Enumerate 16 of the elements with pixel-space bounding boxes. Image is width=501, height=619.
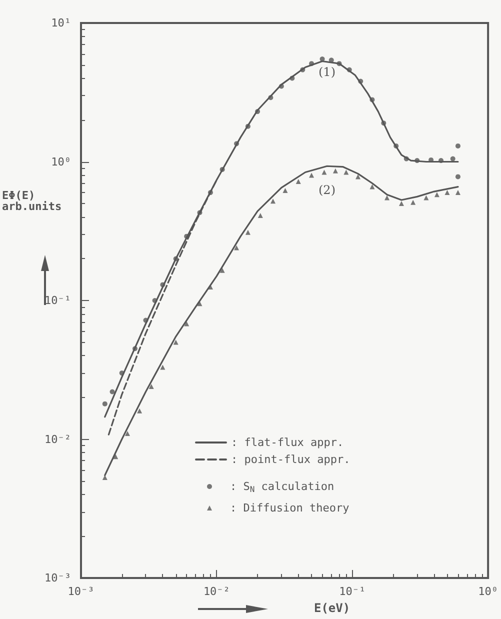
y-tick-label: 10¹ [51, 16, 71, 30]
y-tick-label: 10⁻³ [44, 572, 71, 584]
legend-label: : flat-flux appr. [231, 436, 344, 449]
annotation: (1) [318, 65, 336, 79]
x-tick-label: 10⁻² [203, 585, 230, 598]
x-axis-title: E(eV) [314, 601, 350, 615]
x-tick-label: 10⁻¹ [339, 585, 366, 598]
y-tick-label: 10⁻¹ [44, 294, 71, 307]
annotation: (2) [318, 183, 336, 197]
legend-label: : point-flux appr. [231, 453, 350, 466]
y-tick-label: 10⁻² [44, 432, 71, 446]
y-tick-label: 10⁰ [51, 155, 71, 168]
legend-label: : Diffusion theory [230, 502, 350, 514]
x-tick-label: 10⁻³ [68, 585, 94, 598]
y-axis-title: EΦ(E) arb.units [2, 189, 62, 213]
x-tick-label: 10⁰ [478, 585, 498, 598]
